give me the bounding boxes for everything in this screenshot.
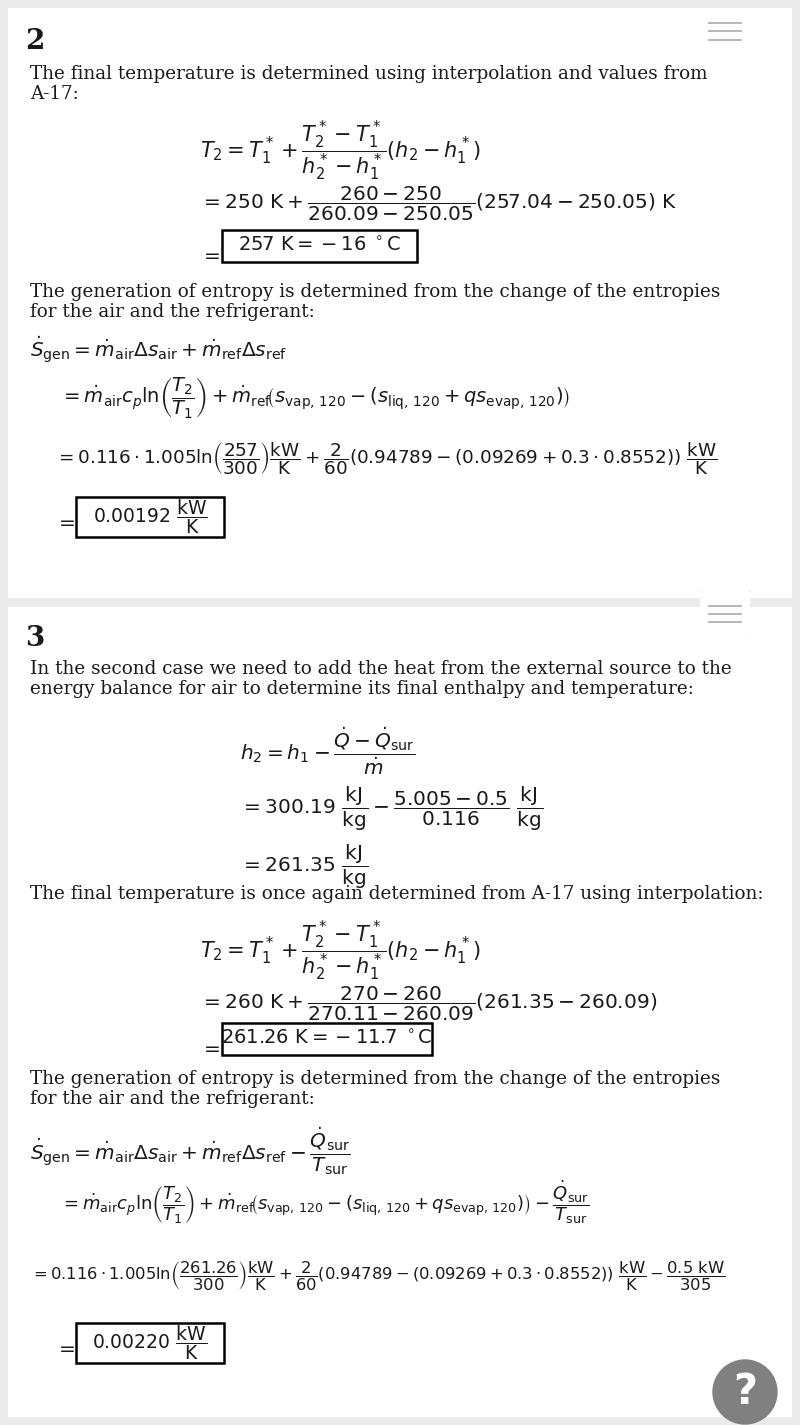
Text: $= \dot{m}_\mathrm{air}c_p \ln\!\left(\dfrac{T_2}{T_1}\right) + \dot{m}_\mathrm{: $= \dot{m}_\mathrm{air}c_p \ln\!\left(\d… <box>60 1178 590 1226</box>
Text: for the air and the refrigerant:: for the air and the refrigerant: <box>30 1090 314 1109</box>
Text: 3: 3 <box>25 626 44 653</box>
Text: $T_2 = T_1^* + \dfrac{T_2^* - T_1^*}{h_2^* - h_1^*}(h_2 - h_1^*)$: $T_2 = T_1^* + \dfrac{T_2^* - T_1^*}{h_2… <box>200 921 480 983</box>
Text: In the second case we need to add the heat from the external source to the: In the second case we need to add the he… <box>30 660 732 678</box>
Bar <box>222 1023 432 1054</box>
Text: A-17:: A-17: <box>30 86 78 103</box>
Text: $T_2 = T_1^* + \dfrac{T_2^* - T_1^*}{h_2^* - h_1^*}(h_2 - h_1^*)$: $T_2 = T_1^* + \dfrac{T_2^* - T_1^*}{h_2… <box>200 120 480 184</box>
Text: The generation of entropy is determined from the change of the entropies: The generation of entropy is determined … <box>30 284 720 301</box>
Text: $= 250\ \mathrm{K} + \dfrac{260 - 250}{260.09 - 250.05}(257.04 - 250.05)\ \mathr: $= 250\ \mathrm{K} + \dfrac{260 - 250}{2… <box>200 185 678 224</box>
Text: The generation of entropy is determined from the change of the entropies: The generation of entropy is determined … <box>30 1070 720 1089</box>
Text: for the air and the refrigerant:: for the air and the refrigerant: <box>30 304 314 321</box>
Text: $=$: $=$ <box>200 1037 221 1057</box>
Text: $= 0.116 \cdot 1.005\ln\!\left(\dfrac{257}{300}\right)\dfrac{\mathrm{kW}}{\mathr: $= 0.116 \cdot 1.005\ln\!\left(\dfrac{25… <box>55 440 718 477</box>
FancyBboxPatch shape <box>698 590 751 638</box>
Text: The final temperature is determined using interpolation and values from: The final temperature is determined usin… <box>30 66 707 83</box>
Bar <box>8 607 792 1416</box>
Text: 2: 2 <box>25 28 44 56</box>
Text: $=$: $=$ <box>55 512 76 532</box>
Text: $0.00192\ \dfrac{\mathrm{kW}}{\mathrm{K}}$: $0.00192\ \dfrac{\mathrm{kW}}{\mathrm{K}… <box>93 497 207 536</box>
Text: energy balance for air to determine its final enthalpy and temperature:: energy balance for air to determine its … <box>30 680 694 698</box>
Text: $=$: $=$ <box>200 245 221 264</box>
Text: $257\ \mathrm{K} = -16\ ^\circ\mathrm{C}$: $257\ \mathrm{K} = -16\ ^\circ\mathrm{C}… <box>238 237 401 255</box>
Text: $\dot{S}_\mathrm{gen} = \dot{m}_\mathrm{air}\Delta s_\mathrm{air} + \dot{m}_\mat: $\dot{S}_\mathrm{gen} = \dot{m}_\mathrm{… <box>30 1124 350 1177</box>
Bar <box>76 497 224 537</box>
Text: ?: ? <box>733 1371 757 1414</box>
Text: $= 0.116 \cdot 1.005\ln\!\left(\dfrac{261.26}{300}\right)\dfrac{\mathrm{kW}}{\ma: $= 0.116 \cdot 1.005\ln\!\left(\dfrac{26… <box>30 1260 726 1292</box>
Bar <box>222 229 417 262</box>
Text: $261.26\ \mathrm{K} = -11.7\ ^\circ\mathrm{C}$: $261.26\ \mathrm{K} = -11.7\ ^\circ\math… <box>222 1029 433 1049</box>
Text: The final temperature is once again determined from A-17 using interpolation:: The final temperature is once again dete… <box>30 885 763 903</box>
Text: $0.00220\ \dfrac{\mathrm{kW}}{\mathrm{K}}$: $0.00220\ \dfrac{\mathrm{kW}}{\mathrm{K}… <box>93 1324 207 1362</box>
Text: $= 300.19\ \dfrac{\mathrm{kJ}}{\mathrm{kg}} - \dfrac{5.005 - 0.5}{0.116}\ \dfrac: $= 300.19\ \dfrac{\mathrm{kJ}}{\mathrm{k… <box>240 785 543 834</box>
Text: $= 260\ \mathrm{K} + \dfrac{270 - 260}{270.11 - 260.09}(261.35 - 260.09)$: $= 260\ \mathrm{K} + \dfrac{270 - 260}{2… <box>200 985 657 1023</box>
Bar <box>76 1322 224 1362</box>
Circle shape <box>713 1359 777 1424</box>
Text: $\dot{S}_\mathrm{gen} = \dot{m}_\mathrm{air}\Delta s_\mathrm{air} + \dot{m}_\mat: $\dot{S}_\mathrm{gen} = \dot{m}_\mathrm{… <box>30 335 287 366</box>
Text: $h_2 = h_1 - \dfrac{\dot{Q} - \dot{Q}_\mathrm{sur}}{\dot{m}}$: $h_2 = h_1 - \dfrac{\dot{Q} - \dot{Q}_\m… <box>240 725 415 777</box>
FancyBboxPatch shape <box>698 7 751 56</box>
Bar <box>8 9 792 598</box>
Text: $= \dot{m}_\mathrm{air}c_p \ln\!\left(\dfrac{T_2}{T_1}\right) + \dot{m}_\mathrm{: $= \dot{m}_\mathrm{air}c_p \ln\!\left(\d… <box>60 375 570 420</box>
Text: $=$: $=$ <box>55 1338 76 1357</box>
Text: $= 261.35\ \dfrac{\mathrm{kJ}}{\mathrm{kg}}$: $= 261.35\ \dfrac{\mathrm{kJ}}{\mathrm{k… <box>240 844 368 891</box>
